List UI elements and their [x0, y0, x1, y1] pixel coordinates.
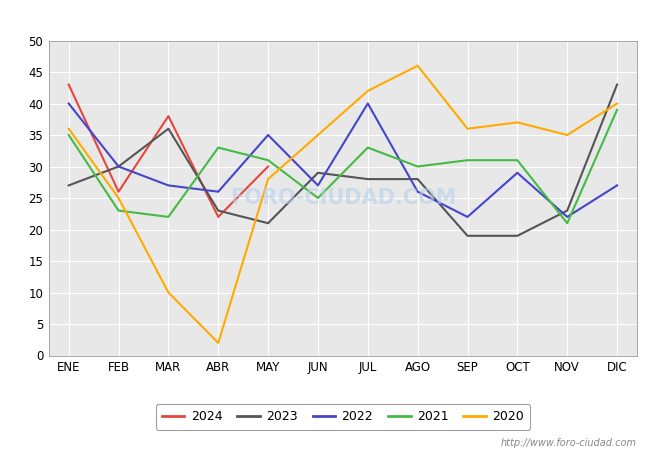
Text: http://www.foro-ciudad.com: http://www.foro-ciudad.com — [501, 438, 637, 448]
Text: Matriculaciones de Vehiculos en Requena: Matriculaciones de Vehiculos en Requena — [138, 8, 512, 26]
Legend: 2024, 2023, 2022, 2021, 2020: 2024, 2023, 2022, 2021, 2020 — [155, 404, 530, 430]
Text: FORO-CIUDAD.COM: FORO-CIUDAD.COM — [229, 188, 456, 208]
